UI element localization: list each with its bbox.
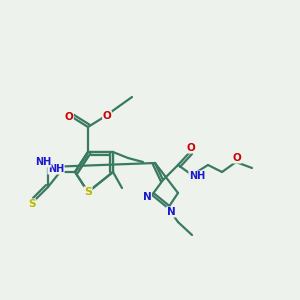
Text: NH: NH	[48, 164, 64, 174]
Text: O: O	[232, 153, 242, 163]
Text: S: S	[28, 199, 36, 209]
Text: O: O	[187, 143, 195, 153]
Text: N: N	[142, 192, 152, 202]
Text: NH: NH	[35, 157, 51, 167]
Text: O: O	[64, 112, 74, 122]
Text: N: N	[167, 207, 176, 217]
Text: S: S	[84, 187, 92, 197]
Text: O: O	[103, 111, 111, 121]
Text: NH: NH	[189, 171, 205, 181]
